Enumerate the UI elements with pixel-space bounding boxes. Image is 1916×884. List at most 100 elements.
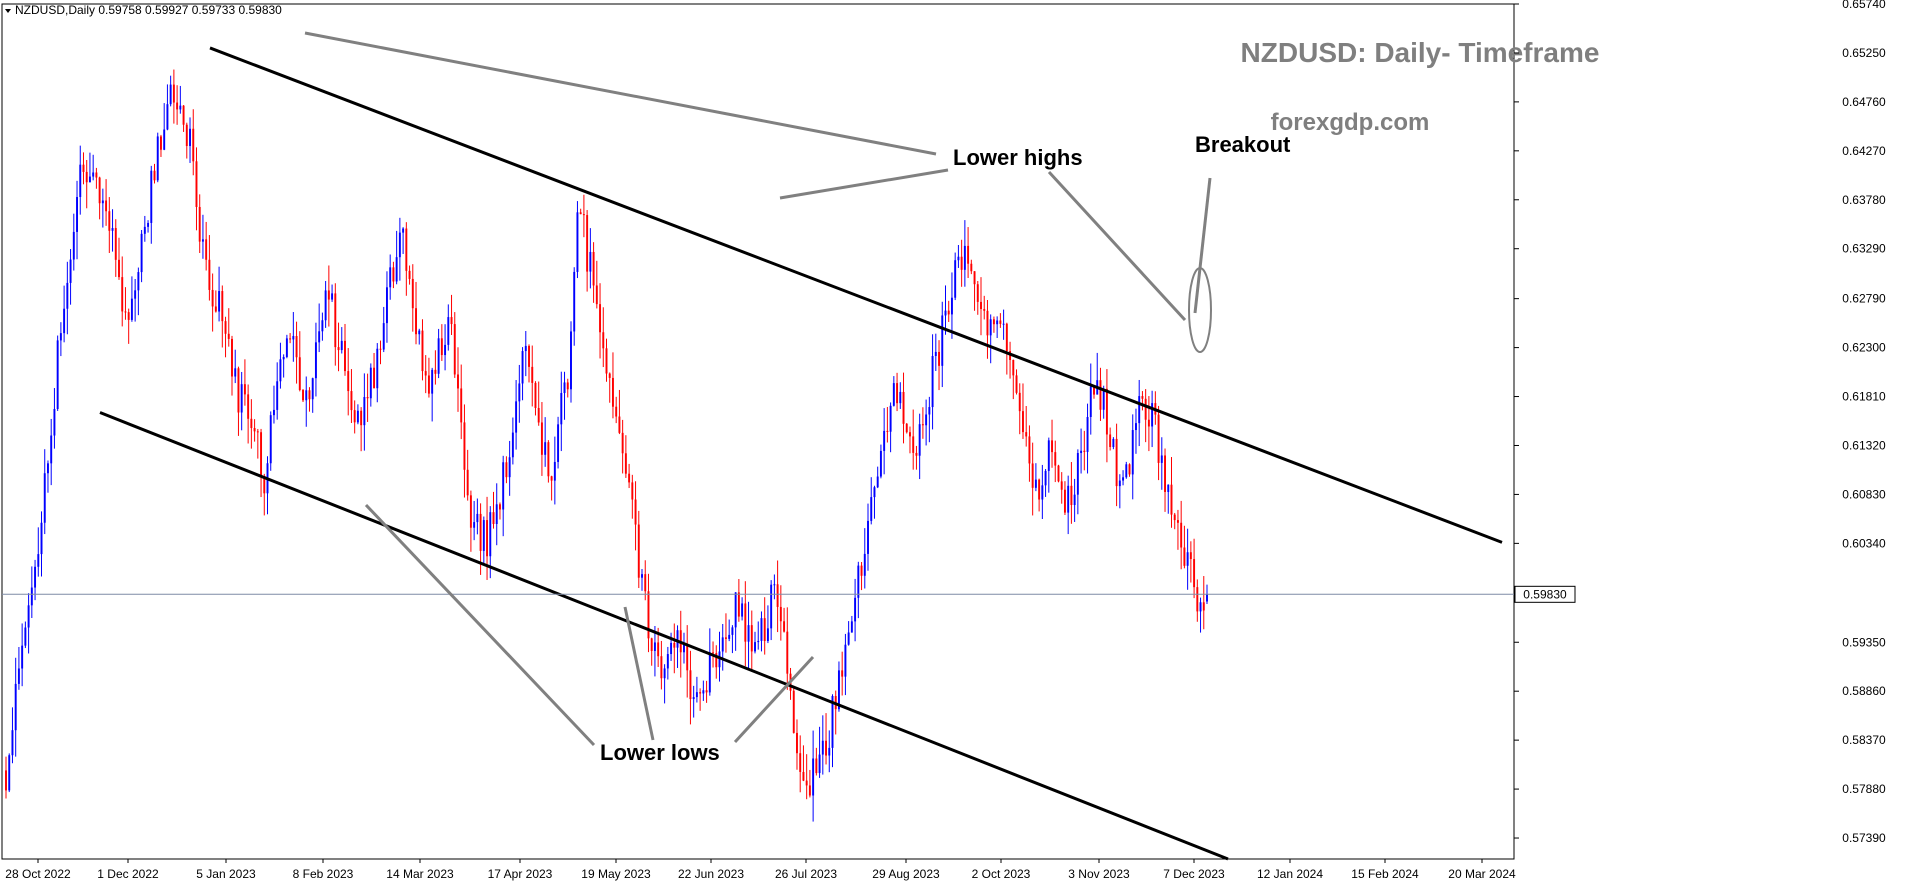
candle-body: [447, 317, 450, 345]
candle: [1034, 463, 1037, 492]
candle: [247, 384, 250, 444]
candle: [557, 416, 560, 469]
candle: [608, 372, 611, 403]
candle-body: [950, 297, 953, 315]
x-tick-label: 19 May 2023: [581, 867, 651, 881]
candle-body: [1028, 436, 1031, 464]
trendline-lower[interactable]: [99, 411, 1229, 861]
candle-body: [634, 499, 637, 525]
candle: [298, 331, 301, 392]
candle: [418, 328, 421, 345]
candle: [373, 353, 376, 389]
x-tick-label: 20 Mar 2024: [1448, 867, 1516, 881]
candle-body: [356, 410, 359, 423]
trendline-upper[interactable]: [209, 46, 1503, 544]
candle-body: [1047, 440, 1050, 471]
candle-body: [873, 487, 876, 498]
trendlines-layer: [2, 46, 1514, 861]
candle: [521, 347, 524, 401]
candle: [1138, 379, 1141, 447]
candle-body: [1196, 587, 1199, 612]
candle: [695, 676, 698, 703]
candle: [1196, 579, 1199, 622]
candle-body: [1025, 432, 1028, 437]
candle: [1093, 385, 1095, 399]
candle: [1009, 341, 1012, 379]
candle: [431, 367, 434, 422]
candle: [763, 597, 766, 655]
candle-body: [1105, 388, 1108, 435]
candle: [69, 249, 72, 305]
candle: [163, 103, 166, 151]
candle-body: [757, 640, 760, 643]
candle-body: [663, 668, 666, 679]
candle-body: [708, 652, 711, 693]
x-tick-label: 29 Aug 2023: [872, 867, 940, 881]
candle-body: [418, 330, 421, 335]
candle: [1144, 389, 1147, 443]
candle-body: [289, 338, 292, 340]
candle: [821, 715, 824, 775]
candle: [886, 406, 889, 443]
candle: [931, 334, 934, 430]
candle: [841, 651, 844, 696]
candle-body: [560, 393, 563, 425]
candle-body: [724, 637, 727, 639]
candle: [611, 352, 614, 419]
candle-body: [692, 697, 695, 700]
candle-body: [350, 391, 353, 411]
candle-body: [1202, 602, 1205, 611]
candle-body: [27, 605, 30, 628]
candle-body: [876, 476, 879, 488]
candle: [786, 607, 789, 690]
candle: [702, 680, 705, 701]
candle-body: [495, 504, 498, 525]
candle-body: [95, 172, 98, 178]
candle-body: [460, 388, 463, 423]
candle-body: [644, 574, 647, 592]
candle: [266, 456, 269, 515]
candle: [385, 271, 388, 343]
candle-body: [1086, 417, 1089, 452]
candle-body: [721, 637, 724, 652]
candle-body: [1183, 547, 1186, 566]
candle: [218, 266, 221, 322]
candle: [624, 435, 627, 478]
candle-body: [237, 368, 240, 413]
candle-body: [699, 692, 702, 694]
candle: [498, 502, 501, 520]
candle-body: [518, 383, 521, 402]
candle: [1157, 405, 1160, 481]
candle-body: [327, 290, 330, 300]
x-tick-label: 14 Mar 2023: [386, 867, 454, 881]
candle-body: [1002, 323, 1005, 325]
annotation-pointer: [1047, 170, 1187, 322]
candle-body: [1054, 452, 1057, 466]
candle-body: [815, 758, 818, 774]
dropdown-arrow-icon[interactable]: [5, 9, 11, 13]
candle-body: [670, 642, 673, 655]
candle-body: [1031, 463, 1034, 488]
candle: [796, 719, 798, 770]
candle-body: [579, 212, 582, 215]
candle: [553, 436, 556, 505]
candle: [240, 371, 243, 431]
candle-body: [98, 177, 101, 204]
candle: [792, 685, 795, 734]
candle-body: [1060, 481, 1063, 490]
candle: [1054, 440, 1057, 483]
site-watermark: forexgdp.com: [1271, 109, 1430, 136]
candle: [818, 726, 821, 778]
candle: [311, 377, 314, 413]
candle: [938, 340, 941, 391]
candle-body: [586, 215, 589, 272]
candle: [647, 573, 650, 653]
candle: [573, 267, 576, 346]
candle: [318, 303, 321, 353]
candle-body: [647, 591, 650, 639]
candle: [24, 621, 27, 649]
x-tick-label: 28 Oct 2022: [5, 867, 71, 881]
x-tick-label: 22 Jun 2023: [678, 867, 744, 881]
candle-body: [415, 308, 417, 335]
